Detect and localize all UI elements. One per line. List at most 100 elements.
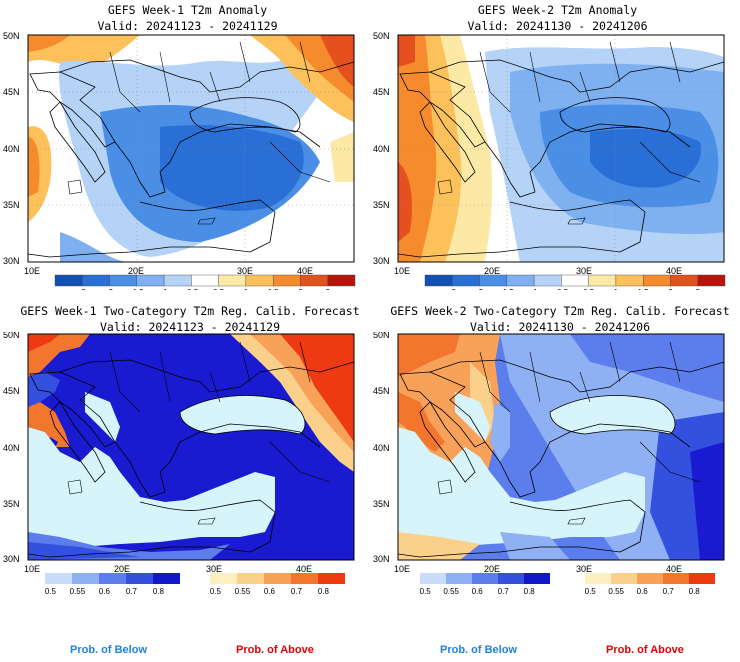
colorbar-swatch bbox=[318, 573, 345, 584]
panel-title-week1-anomaly: GEFS Week-1 T2m Anomaly Valid: 20241123 … bbox=[20, 2, 355, 34]
colorbar-swatch bbox=[663, 573, 689, 584]
colorbar-swatch bbox=[163, 274, 192, 287]
colorbar-swatch bbox=[237, 573, 264, 584]
colorbar-tick-label: 0.6 bbox=[472, 587, 484, 596]
colorbar-tick-label: 0.8 bbox=[524, 587, 536, 596]
colorbar-tick-label: 1.5 bbox=[638, 288, 650, 290]
lat-label-30n: 30N bbox=[3, 256, 20, 266]
title-line1: GEFS Week-1 T2m Anomaly bbox=[107, 3, 268, 17]
colorbar-tick-label: -2 bbox=[106, 288, 114, 290]
colorbar-swatch bbox=[45, 573, 72, 584]
lat-label-45n: 45N bbox=[3, 87, 20, 97]
colorbar-tick-label: 1 bbox=[244, 288, 249, 290]
colorbar-tick-label: 0.8 bbox=[689, 587, 701, 596]
colorbar-swatch bbox=[524, 573, 550, 584]
colorbar-tick-label: 0.5 bbox=[213, 288, 225, 290]
lon-label-20e: 20E bbox=[128, 266, 144, 276]
lat-label-35n: 35N bbox=[373, 200, 390, 210]
panel-title-week1-prob: GEFS Week-1 Two-Category T2m Reg. Calib.… bbox=[15, 303, 365, 335]
colorbar-swatch bbox=[472, 573, 498, 584]
lat-label-40n: 40N bbox=[3, 144, 20, 154]
colorbar-swatch bbox=[126, 573, 153, 584]
colorbar-swatch bbox=[109, 274, 138, 287]
colorbar-swatch bbox=[420, 573, 446, 584]
anomaly-colorbar: -3 -2 -1.5 -1 -0.5 0.5 1 1.5 2 3 bbox=[54, 274, 356, 290]
colorbar-swatch bbox=[615, 274, 644, 287]
colorbar-tick-label: 1 bbox=[614, 288, 619, 290]
map-week2-anomaly: 50N 45N 40N 35N 30N 10E 20E 30E 40E -3 -2… bbox=[373, 32, 726, 290]
lon-label-40e: 40E bbox=[666, 266, 682, 276]
lat-label-50n: 50N bbox=[3, 332, 20, 340]
colorbar-swatch bbox=[272, 274, 301, 287]
colorbar-swatch bbox=[689, 573, 715, 584]
lat-label-45n: 45N bbox=[3, 386, 20, 396]
colorbar-tick-label: 0.55 bbox=[608, 587, 624, 596]
colorbar-tick-label: -1.5 bbox=[500, 288, 514, 290]
colorbar-tick-label: 0.7 bbox=[663, 587, 675, 596]
lon-label-20e: 20E bbox=[484, 564, 500, 574]
colorbar-swatch bbox=[424, 274, 453, 287]
colorbar-swatch bbox=[637, 573, 663, 584]
colorbar-tick-label: -1 bbox=[531, 288, 539, 290]
prob-below-colorbar: 0.5 0.55 0.6 0.7 0.8 bbox=[45, 573, 180, 596]
prob-below-label-left: Prob. of Below bbox=[70, 644, 147, 656]
colorbar-tick-label: 0.55 bbox=[235, 587, 251, 596]
colorbar-tick-label: 0.55 bbox=[70, 587, 86, 596]
colorbar-swatch bbox=[697, 274, 726, 287]
colorbar-swatch bbox=[153, 573, 180, 584]
lon-label-40e: 40E bbox=[666, 564, 682, 574]
title-line2: Valid: 20241130 - 20241206 bbox=[469, 320, 650, 334]
title-line1: GEFS Week-2 Two-Category T2m Reg. Calib.… bbox=[390, 304, 730, 318]
colorbar-tick-label: 0.5 bbox=[420, 587, 432, 596]
lon-label-20e: 20E bbox=[484, 266, 500, 276]
colorbar-swatch bbox=[136, 274, 165, 287]
colorbar-tick-label: 3 bbox=[696, 288, 701, 290]
lon-label-10e: 10E bbox=[24, 564, 40, 574]
prob-above-colorbar: 0.5 0.55 0.6 0.7 0.8 bbox=[210, 573, 345, 596]
colorbar-tick-label: 3 bbox=[326, 288, 331, 290]
colorbar-swatch bbox=[585, 573, 611, 584]
lat-label-40n: 40N bbox=[3, 443, 20, 453]
title-line1: GEFS Week-2 T2m Anomaly bbox=[477, 3, 638, 17]
anomaly-colorbar: -3 -2 -1.5 -1 -0.5 0.5 1 1.5 2 3 bbox=[424, 274, 726, 290]
map-week1-anomaly: 50N 45N 40N 35N 30N 10E 20E 30E 40E -3 -2… bbox=[3, 32, 356, 290]
prob-above-colorbar: 0.5 0.55 0.6 0.7 0.8 bbox=[585, 573, 715, 596]
colorbar-swatch bbox=[561, 274, 589, 287]
colorbar-tick-label: 2 bbox=[668, 288, 673, 290]
colorbar-tick-label: 0.6 bbox=[264, 587, 276, 596]
colorbar-swatch bbox=[291, 573, 318, 584]
lat-label-50n: 50N bbox=[3, 32, 20, 41]
colorbar-swatch bbox=[218, 274, 247, 287]
lon-label-30e: 30E bbox=[237, 266, 253, 276]
colorbar-tick-label: -1.5 bbox=[130, 288, 144, 290]
lat-label-40n: 40N bbox=[373, 443, 390, 453]
colorbar-tick-label: 0.7 bbox=[498, 587, 510, 596]
prob-below-colorbar: 0.5 0.55 0.6 0.7 0.8 bbox=[420, 573, 550, 596]
colorbar-tick-label: 0.8 bbox=[318, 587, 330, 596]
colorbar-swatch bbox=[264, 573, 291, 584]
colorbar-swatch bbox=[479, 274, 508, 287]
colorbar-tick-label: -0.5 bbox=[554, 288, 568, 290]
map-week1-probability: 50N 45N 40N 35N 30N 10E 20E 30E 40E 0.5 0… bbox=[3, 332, 355, 596]
colorbar-tick-label: 0.6 bbox=[637, 587, 649, 596]
colorbar-tick-label: 0.5 bbox=[45, 587, 57, 596]
map-week2-probability: 50N 45N 40N 35N 30N 10E 20E 30E 40E 0.5 0… bbox=[373, 332, 725, 596]
colorbar-tick-label: 2 bbox=[298, 288, 303, 290]
colorbar-tick-label: -1 bbox=[161, 288, 169, 290]
colorbar-swatch bbox=[54, 274, 83, 287]
colorbar-swatch bbox=[191, 274, 219, 287]
lon-label-10e: 10E bbox=[394, 564, 410, 574]
colorbar-swatch bbox=[300, 274, 328, 287]
title-line2: Valid: 20241130 - 20241206 bbox=[467, 19, 648, 33]
colorbar-tick-label: 0.6 bbox=[99, 587, 111, 596]
lat-label-45n: 45N bbox=[373, 87, 390, 97]
lon-label-10e: 10E bbox=[24, 266, 40, 276]
colorbar-swatch bbox=[452, 274, 480, 287]
colorbar-tick-label: -3 bbox=[449, 288, 457, 290]
colorbar-swatch bbox=[72, 573, 99, 584]
colorbar-tick-label: 0.8 bbox=[153, 587, 165, 596]
lat-label-45n: 45N bbox=[373, 386, 390, 396]
title-line2: Valid: 20241123 - 20241129 bbox=[97, 19, 278, 33]
colorbar-swatch bbox=[446, 573, 472, 584]
colorbar-tick-label: 0.7 bbox=[126, 587, 138, 596]
